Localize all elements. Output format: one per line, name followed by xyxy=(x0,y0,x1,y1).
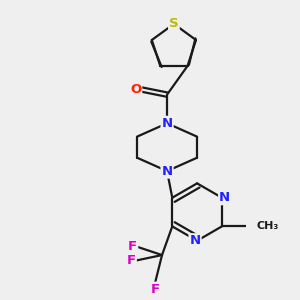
Text: N: N xyxy=(190,234,201,247)
Text: CH₃: CH₃ xyxy=(257,221,279,231)
Text: N: N xyxy=(161,165,172,178)
Text: O: O xyxy=(130,82,141,96)
Text: F: F xyxy=(127,254,136,267)
Text: F: F xyxy=(151,283,160,296)
Text: S: S xyxy=(169,17,179,30)
Text: N: N xyxy=(219,191,230,204)
Text: F: F xyxy=(128,240,137,254)
Text: N: N xyxy=(161,117,172,130)
